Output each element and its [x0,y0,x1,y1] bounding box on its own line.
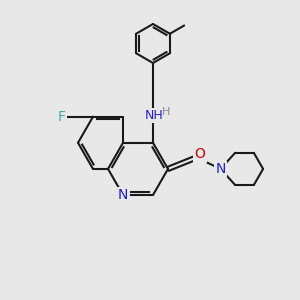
Text: H: H [161,106,170,117]
Text: O: O [195,148,206,161]
Text: NH: NH [145,109,164,122]
Text: N: N [118,188,128,202]
Text: N: N [215,162,226,176]
Text: F: F [58,110,65,124]
